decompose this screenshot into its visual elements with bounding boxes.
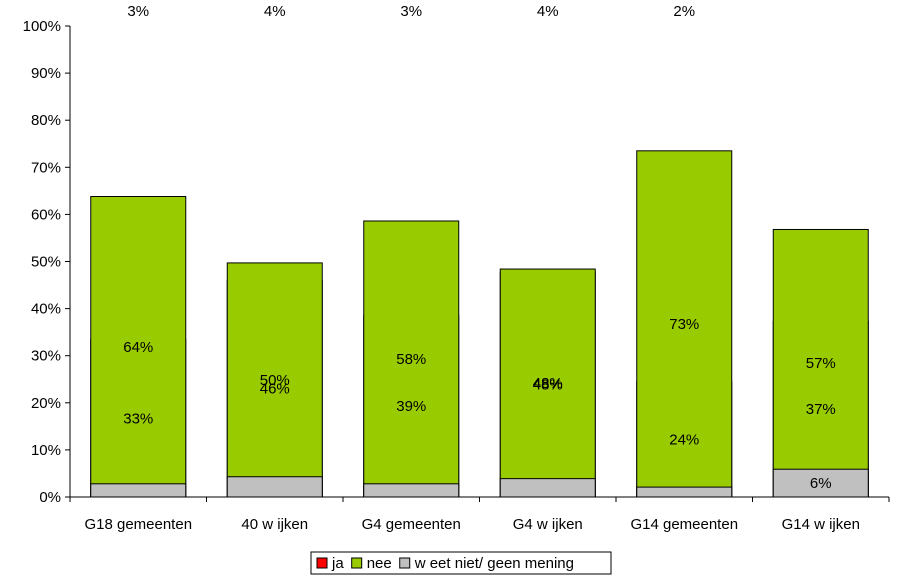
data-label: 3%: [127, 3, 149, 20]
y-tick-label: 30%: [31, 348, 61, 365]
y-tick-label: 90%: [31, 65, 61, 82]
axes-layer: G18 gemeenten 40 w ijken G4 gemeenten G4 w …: [23, 18, 890, 533]
y-tick-label: 100%: [23, 18, 61, 35]
y-tick-label: 60%: [31, 206, 61, 223]
x-tick-label: G18 gemeenten: [84, 516, 192, 533]
data-label: 37%: [806, 401, 836, 418]
data-label: 6%: [810, 475, 832, 492]
x-tick-label: G14 gemeenten: [630, 516, 738, 533]
data-label: 33%: [123, 410, 153, 427]
data-label: 4%: [264, 3, 286, 20]
legend-swatch-weet-niet: [399, 557, 411, 569]
data-label: 46%: [260, 381, 290, 398]
data-label: 3%: [400, 3, 422, 20]
data-label: 50%: [260, 372, 290, 389]
x-tick-label: G4 gemeenten: [362, 516, 461, 533]
bar-segment-weet-niet-0: [90, 483, 187, 498]
bar-segment-weet-niet-1: [226, 476, 323, 498]
y-tick-label: 70%: [31, 159, 61, 176]
bars-layer: [90, 150, 869, 498]
legend-label: nee: [367, 555, 392, 572]
data-labels-layer: 33%64%3%46%50%4%39%58%3%48%48%4%24%73%2%…: [123, 3, 836, 492]
x-tick-label: G14 w ijken: [782, 516, 860, 533]
bar-segment-weet-niet-2: [363, 483, 460, 498]
data-label: 58%: [396, 351, 426, 368]
legend-label: w eet niet/ geen mening: [414, 555, 574, 572]
y-tick-label: 50%: [31, 254, 61, 271]
legend-label: ja: [331, 555, 344, 572]
bar-segment-nee-3: [499, 268, 596, 498]
y-tick-label: 0%: [39, 489, 61, 506]
y-tick-label: 10%: [31, 442, 61, 459]
legend-box: [310, 551, 612, 575]
bar-segment-nee-4: [636, 150, 733, 498]
y-tick-label: 80%: [31, 112, 61, 129]
bar-segment-nee-5: [772, 228, 869, 498]
data-label: 48%: [533, 375, 563, 392]
legend: ja nee w eet niet/ geen mening: [310, 551, 612, 575]
legend-swatch-ja: [316, 557, 328, 569]
y-tick-label: 40%: [31, 301, 61, 318]
data-label: 64%: [123, 339, 153, 356]
x-tick-label: G4 w ijken: [513, 516, 583, 533]
bar-segment-nee-0: [90, 196, 187, 498]
data-label: 73%: [669, 316, 699, 333]
data-label: 24%: [669, 432, 699, 449]
y-tick-label: 20%: [31, 395, 61, 412]
data-label: 39%: [396, 398, 426, 415]
data-label: 2%: [673, 3, 695, 20]
data-label: 48%: [533, 377, 563, 394]
bar-segment-nee-2: [363, 220, 460, 498]
legend-swatch-nee: [351, 557, 363, 569]
data-label: 4%: [537, 3, 559, 20]
x-tick-label: 40 w ijken: [241, 516, 308, 533]
bar-segment-weet-niet-4: [636, 486, 733, 498]
bar-segment-weet-niet-3: [499, 478, 596, 498]
data-label: 57%: [806, 355, 836, 372]
bar-segment-nee-1: [226, 262, 323, 498]
